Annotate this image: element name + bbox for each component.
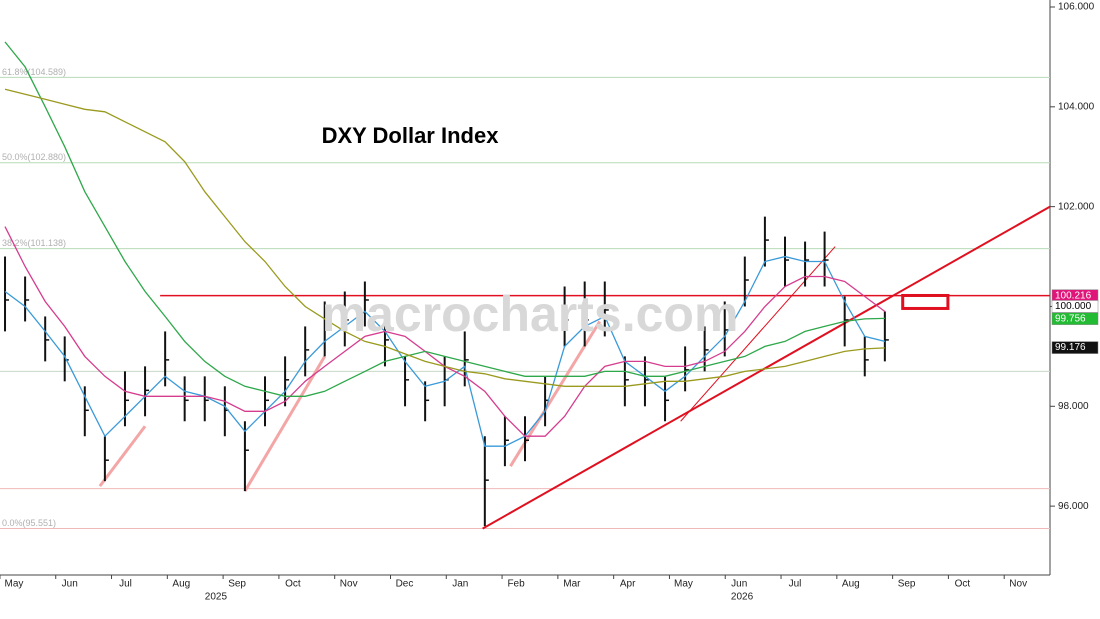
y-tick-label: 102.000 [1058, 201, 1095, 212]
x-tick-label: May [674, 579, 693, 590]
x-tick-label: Dec [396, 579, 414, 590]
price-label: 100.000 [1055, 301, 1092, 312]
moving-average [4, 88, 885, 387]
x-tick-label: Aug [172, 579, 190, 590]
trendline [243, 355, 326, 492]
y-tick-label: 106.000 [1058, 2, 1095, 13]
trendline [680, 246, 836, 422]
level-label: 50.0%(102.880) [2, 152, 66, 162]
x-tick-label: Jun [62, 579, 78, 590]
x-tick-label: Jun [731, 579, 747, 590]
trendline [98, 425, 147, 488]
y-tick-label: 96.000 [1058, 501, 1089, 512]
trendline [482, 205, 1051, 530]
price-label-bg [1051, 341, 1099, 354]
x-tick-label: Sep [898, 579, 916, 590]
target-box [901, 293, 950, 310]
x-tick-label: May [4, 579, 23, 590]
price-label: 99.756 [1055, 313, 1086, 324]
moving-average [4, 255, 886, 447]
x-tick-label: Oct [955, 579, 971, 590]
level-label: 0.0%(95.551) [2, 518, 56, 528]
price-label-bg [1051, 312, 1099, 325]
price-label: 99.176 [1055, 342, 1086, 353]
moving-average [4, 41, 885, 397]
x-tick-label: Oct [285, 579, 301, 590]
level-label: 38.2%(101.138) [2, 238, 66, 248]
x-tick-label: Jul [119, 579, 132, 590]
x-tick-label: Jul [789, 579, 802, 590]
x-tick-label: Nov [1009, 579, 1027, 590]
x-tick-label: Jan [452, 579, 468, 590]
year-label: 2025 [205, 592, 228, 603]
year-label: 2026 [731, 592, 754, 603]
x-tick-label: Sep [228, 579, 246, 590]
x-tick-label: Nov [340, 579, 358, 590]
x-tick-label: Aug [842, 579, 860, 590]
price-label: 100.216 [1055, 290, 1092, 301]
x-tick-label: Mar [563, 579, 581, 590]
chart-title: DXY Dollar Index [322, 123, 500, 148]
y-tick-label: 98.000 [1058, 401, 1089, 412]
y-tick-label: 104.000 [1058, 101, 1095, 112]
level-label: 61.8%(104.589) [2, 67, 66, 77]
watermark: macrocharts.com [322, 286, 739, 342]
x-tick-label: Apr [620, 579, 636, 590]
x-tick-label: Feb [507, 579, 525, 590]
